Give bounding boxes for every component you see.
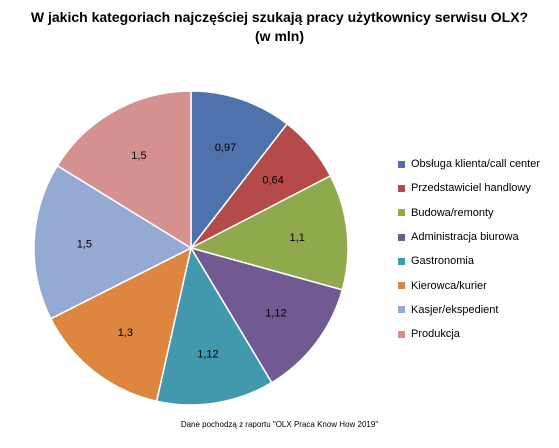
legend-swatch (398, 330, 405, 338)
legend-item-2: Przedstawiciel handlowy (398, 176, 540, 200)
slice-data-label-8: 1,5 (131, 150, 146, 162)
chart-title: W jakich kategoriach najczęściej szukają… (0, 8, 559, 46)
legend-swatch (398, 306, 405, 314)
slice-data-label-3: 1,1 (290, 232, 305, 244)
legend-label: Budowa/remonty (411, 206, 494, 219)
legend-swatch (398, 282, 405, 290)
pie-slice-8 (56, 90, 192, 250)
pie-slice-7 (33, 164, 193, 320)
legend-item-1: Obsługa klienta/call center (398, 152, 540, 176)
slice-data-label-4: 1,12 (265, 308, 286, 320)
legend-swatch (398, 257, 405, 265)
pie-slice-4 (189, 246, 344, 384)
slice-data-label-2: 0,64 (262, 175, 283, 187)
legend-swatch (398, 233, 405, 241)
legend-label: Administracja biurowa (411, 231, 519, 244)
legend-label: Kasjer/ekspedient (411, 303, 499, 316)
legend-item-3: Budowa/remonty (398, 201, 540, 225)
legend-swatch (398, 209, 405, 217)
pie-slice-6 (49, 246, 193, 403)
pie-slice-5 (155, 246, 273, 406)
chart-title-line2: (w mln) (255, 28, 304, 44)
slice-data-label-6: 1,3 (118, 327, 133, 339)
legend-swatch (398, 160, 405, 168)
slice-data-label-7: 1,5 (77, 238, 92, 250)
slice-data-label-1: 0,97 (215, 142, 236, 154)
legend-swatch (398, 184, 405, 192)
legend-item-5: Gastronomia (398, 249, 540, 273)
legend-item-6: Kierowca/kurier (398, 273, 540, 297)
legend-label: Obsługa klienta/call center (411, 158, 541, 171)
legend-label: Kierowca/kurier (411, 279, 487, 292)
chart-legend: Obsługa klienta/call center Przedstawicie… (398, 152, 540, 346)
legend-item-7: Kasjer/ekspedient (398, 298, 540, 322)
slice-data-label-5: 1,12 (197, 348, 218, 360)
legend-label: Przedstawiciel handlowy (411, 182, 531, 195)
legend-item-8: Produkcja (398, 322, 540, 346)
legend-label: Produkcja (411, 328, 460, 341)
source-note: Dane pochodzą z raportu "OLX Praca Know … (180, 420, 379, 429)
pie-slice-1 (190, 90, 289, 251)
legend-item-4: Administracja biurowa (398, 225, 540, 249)
pie-slice-3 (188, 174, 349, 291)
legend-label: Gastronomia (411, 255, 474, 268)
chart-title-line1: W jakich kategoriach najczęściej szukają… (30, 9, 529, 25)
